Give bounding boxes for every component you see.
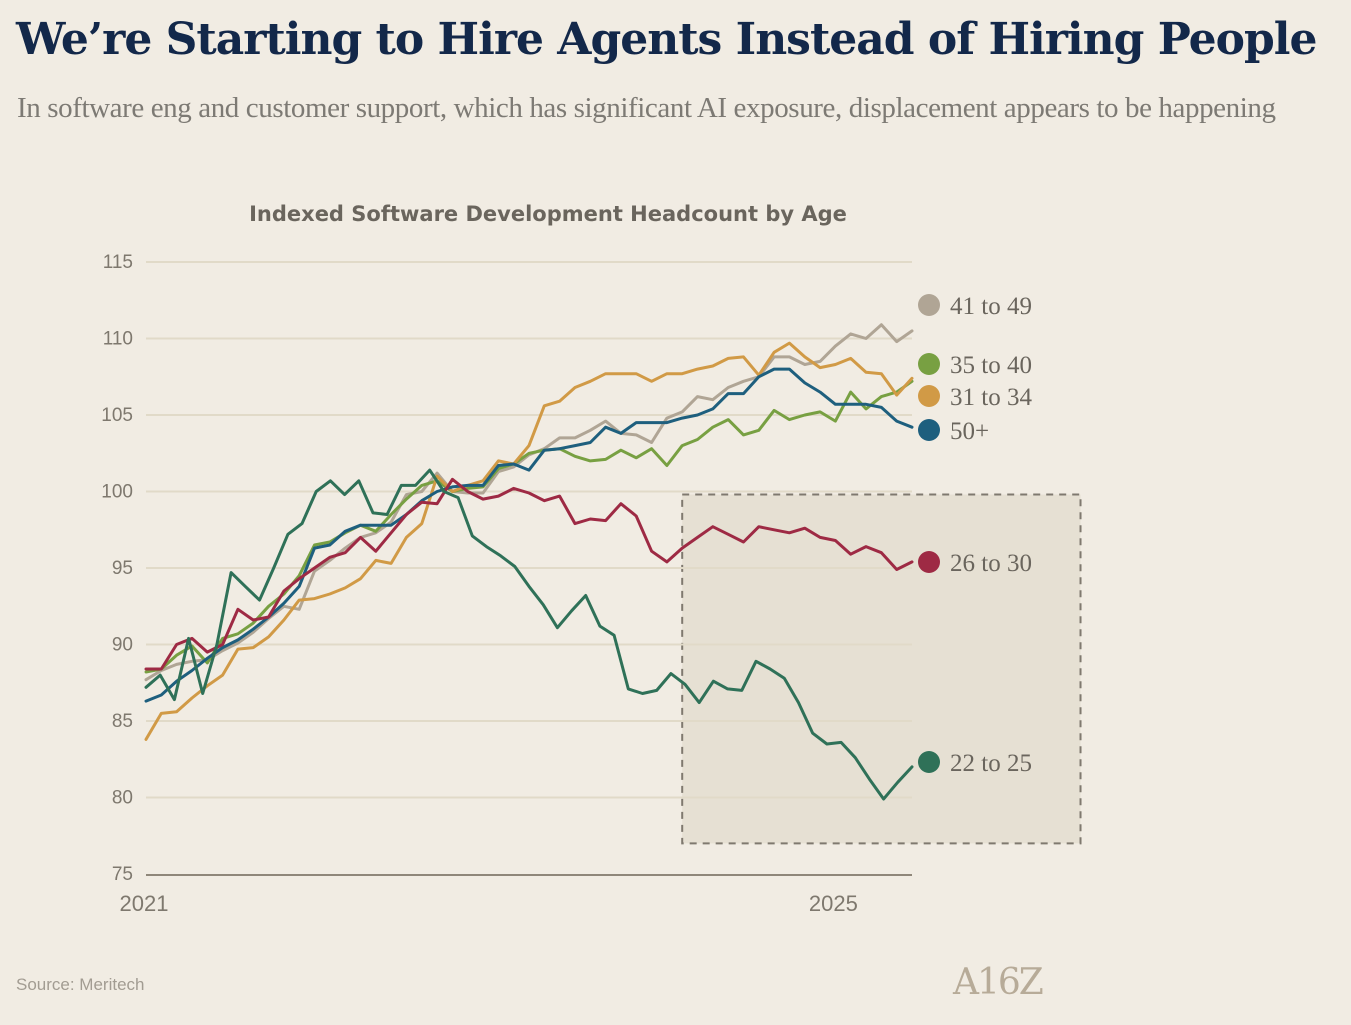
legend-label-22-to-25: 22 to 25: [950, 750, 1032, 777]
y-tick-label: 110: [103, 329, 133, 350]
legend-label-50-: 50+: [950, 418, 989, 445]
y-tick-label: 85: [112, 711, 133, 732]
series-line-26-to-30: [144, 477, 914, 671]
series-line-31-to-34: [144, 341, 914, 741]
source-note: Source: Meritech: [16, 975, 145, 994]
series-line-35-to-40: [144, 379, 914, 674]
x-tick-label: 2025: [809, 891, 858, 916]
legend-dot-50-: [918, 419, 940, 441]
y-tick-label: 100: [101, 482, 133, 503]
legend-dot-22-to-25: [918, 751, 940, 773]
legend-label-31-to-34: 31 to 34: [950, 384, 1032, 411]
legend-dot-31-to-34: [918, 385, 940, 407]
series-line-50-: [144, 367, 914, 703]
y-tick-label: 90: [112, 635, 133, 656]
legend-dot-26-to-30: [918, 551, 940, 573]
a16z-logo: A16Z: [953, 962, 1044, 1003]
highlight-box: [681, 493, 1082, 845]
chart-title: Indexed Software Development Headcount b…: [249, 202, 847, 226]
page-subtitle: In software eng and customer support, wh…: [17, 92, 1276, 124]
legend-dot-41-to-49: [918, 294, 940, 316]
legend-dot-35-to-40: [918, 353, 940, 375]
y-tick-label: 115: [103, 252, 133, 273]
legend-label-26-to-30: 26 to 30: [950, 550, 1032, 577]
y-tick-label: 80: [112, 788, 133, 809]
legend-label-35-to-40: 35 to 40: [950, 352, 1032, 379]
page-title: We’re Starting to Hire Agents Instead of…: [16, 14, 1317, 65]
y-tick-label: 105: [101, 405, 133, 426]
legend-label-41-to-49: 41 to 49: [950, 293, 1032, 320]
x-tick-label: 2021: [120, 891, 169, 916]
y-tick-label: 75: [112, 864, 133, 885]
y-tick-label: 95: [112, 558, 133, 579]
series-line-22-to-25: [144, 468, 914, 801]
